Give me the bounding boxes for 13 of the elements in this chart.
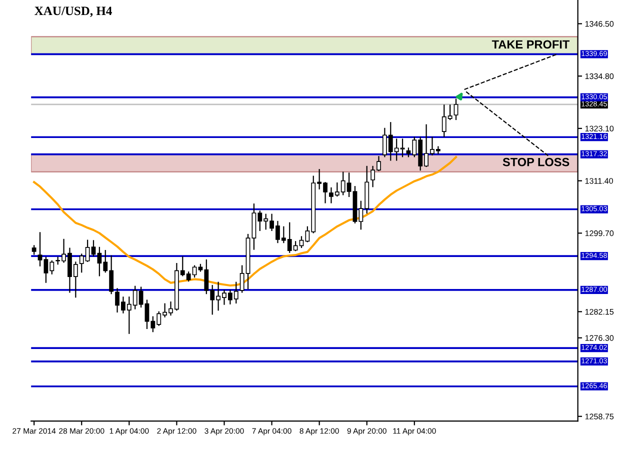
band-label: TAKE PROFIT bbox=[492, 40, 570, 49]
chart-title: XAU/USD, H4 bbox=[34, 6, 112, 17]
y-tick-label: 1346.50 bbox=[585, 21, 614, 27]
y-tick-label: 1276.30 bbox=[585, 335, 614, 341]
y-tick-label: 1282.15 bbox=[585, 308, 614, 315]
candlestick bbox=[454, 98, 458, 120]
y-tick-label: 1334.80 bbox=[585, 73, 614, 80]
y-tick-label: 1258.75 bbox=[585, 414, 614, 420]
y-tick-label: 1311.40 bbox=[585, 178, 613, 184]
y-tick-label: 1323.10 bbox=[585, 126, 614, 132]
y-tick-label: 1299.70 bbox=[585, 230, 614, 236]
band-label: STOP LOSS bbox=[502, 158, 570, 166]
candlestick bbox=[38, 232, 42, 266]
